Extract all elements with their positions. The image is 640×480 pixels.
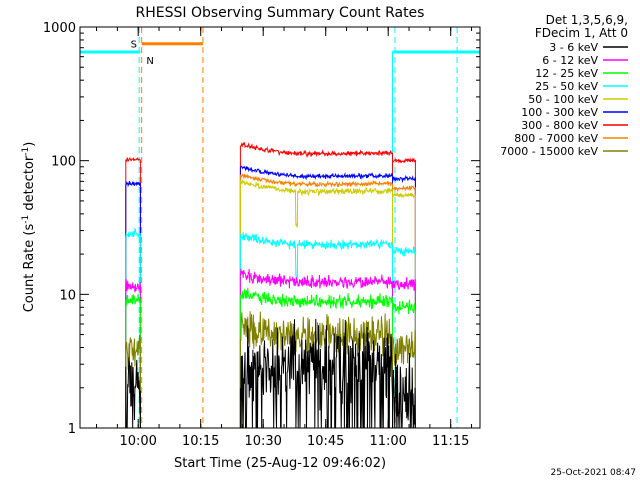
x-tick-label: 11:15 [432, 434, 469, 449]
legend-entry-label: 800 - 7000 keV [514, 132, 598, 145]
series-50-100-keV-group [239, 179, 416, 428]
footer-timestamp: 25-Oct-2021 08:47 [551, 468, 636, 478]
series-line [239, 287, 393, 428]
y-tick-label: 10 [59, 288, 76, 303]
series-line [125, 357, 141, 429]
y-axis-label: Count Rate (s-1 detector-1) [21, 142, 37, 313]
series-25-50-keV-group [125, 227, 416, 428]
series-line [392, 246, 416, 428]
series-line [125, 293, 141, 428]
x-tick-label: 10:30 [244, 434, 281, 449]
legend-entry-label: 12 - 25 keV [535, 67, 598, 80]
series-800-7000-keV-group [239, 173, 416, 428]
series-line [392, 174, 416, 428]
series-line [239, 268, 393, 428]
series-line [392, 277, 416, 428]
series-line [392, 184, 416, 428]
series-100-300-keV-group [125, 165, 416, 428]
x-tick-label: 10:45 [307, 434, 344, 449]
y-axis-label-main: Count Rate (s [22, 224, 37, 313]
legend-header-line-1: Det 1,3,5,6,9, [546, 13, 628, 27]
y-tick-label: 1000 [43, 21, 76, 36]
legend-entry-label: 3 - 6 keV [549, 41, 598, 54]
series-300-800-keV-group [125, 141, 416, 428]
y-axis-label-end: ) [22, 142, 37, 147]
night-flag-label: N [146, 56, 153, 67]
legend-entry-label: 50 - 100 keV [528, 93, 598, 106]
series-line [239, 173, 393, 428]
legend-header-line-2: FDecim 1, Att 0 [535, 26, 628, 40]
y-axis-label-sup2: -1 [21, 147, 31, 156]
chart-title: RHESSI Observing Summary Count Rates [136, 5, 425, 21]
series-line [125, 156, 141, 428]
series-line [125, 334, 141, 428]
series-line [239, 179, 393, 428]
x-tick-label: 10:00 [119, 434, 156, 449]
series-line [125, 227, 141, 428]
legend-entry-label: 6 - 12 keV [542, 54, 598, 67]
series-line [239, 232, 393, 428]
legend-entry-label: 300 - 800 keV [521, 119, 598, 132]
series-line [125, 279, 141, 428]
series-group [125, 141, 416, 429]
series-line [239, 165, 393, 428]
series-line [239, 141, 393, 428]
series-line [392, 352, 416, 429]
y-axis-label-sup1: -1 [21, 215, 31, 224]
plot-frame [79, 26, 481, 429]
series-line [392, 192, 416, 428]
series-line [125, 180, 141, 428]
y-tick-label: 1 [68, 422, 76, 437]
x-axis-label: Start Time (25-Aug-12 09:46:02) [174, 456, 386, 471]
series-line [392, 157, 416, 428]
series-6-12-keV-group [125, 268, 416, 428]
y-axis-label-mid: detector [22, 155, 37, 215]
saa-flag-label: S [131, 40, 137, 51]
series-12-25-keV-group [125, 287, 416, 428]
x-tick-label: 10:15 [182, 434, 219, 449]
axes: 1 10 100 1000 10:00 10:15 10:30 10:45 11:00 11:15 [43, 21, 481, 449]
legend-entry-label: 100 - 300 keV [521, 106, 598, 119]
y-tick-label: 100 [51, 155, 76, 170]
legend-entry-label: 25 - 50 keV [535, 80, 598, 93]
series-line [392, 299, 416, 428]
series-3-6-keV-group [125, 318, 416, 429]
x-tick-label: 11:00 [369, 434, 406, 449]
series-line [239, 318, 393, 429]
legend-entry-label: 7000 - 15000 keV [500, 145, 598, 158]
